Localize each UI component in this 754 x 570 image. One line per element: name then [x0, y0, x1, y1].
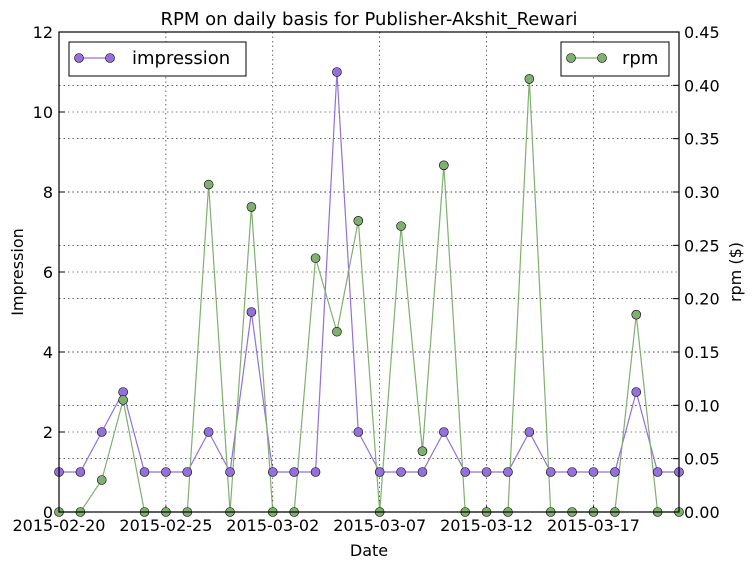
legend-impression-label: impression — [132, 48, 230, 69]
data-point-impression — [652, 467, 663, 477]
y2-tick-label: 0.20 — [684, 290, 720, 309]
legend-rpm-box — [560, 41, 670, 77]
legend-rpm-marker-a — [566, 53, 576, 63]
data-point-rpm — [417, 446, 428, 457]
grid — [59, 32, 679, 512]
data-point-impression — [289, 467, 299, 477]
y2-tick-label: 0.30 — [684, 183, 720, 202]
y2-tick-label: 0.05 — [684, 450, 720, 469]
data-point-impression — [182, 467, 193, 477]
x-axis-ticks: 2015-02-20 2015-02-25 2015-03-02 2015-03-07… — [13, 506, 640, 535]
y-tick-label: 8 — [43, 183, 53, 202]
y2-tick-label: 0.00 — [684, 503, 720, 522]
y-tick-label: 6 — [43, 263, 53, 282]
data-point-impression — [396, 467, 406, 477]
y2-tick-label: 0.15 — [684, 343, 720, 362]
x-tick-label: 2015-03-07 — [333, 516, 426, 535]
data-point-impression — [567, 467, 577, 477]
legend-rpm-marker-b — [597, 53, 607, 63]
data-point-rpm — [332, 326, 342, 337]
series-lines — [59, 71, 679, 513]
y2-tick-label: 0.35 — [684, 130, 720, 149]
legend-impression-marker-a — [74, 53, 84, 63]
y-tick-label: 12 — [33, 23, 53, 42]
data-point-impression — [267, 467, 278, 477]
data-point-impression — [374, 467, 385, 477]
y2-tick-label: 0.45 — [684, 23, 720, 42]
data-point-rpm — [96, 475, 107, 485]
data-point-impression — [353, 427, 364, 437]
plot-frame — [58, 31, 680, 513]
data-point-rpm — [203, 179, 214, 190]
legend-impression-box — [68, 41, 247, 77]
y2-tick-label: 0.40 — [684, 76, 720, 95]
data-point-impression — [417, 467, 428, 477]
x-tick-label: 2015-03-12 — [440, 516, 533, 535]
data-point-impression — [631, 387, 642, 397]
data-point-rpm — [396, 221, 406, 231]
legend-impression-marker-b — [105, 53, 115, 63]
chart-title: RPM on daily basis for Publisher-Akshit_… — [160, 9, 577, 30]
y-tick-label: 0 — [43, 503, 53, 522]
data-point-rpm — [524, 74, 535, 84]
data-point-impression — [332, 67, 342, 77]
y2-tick-label: 0.10 — [684, 396, 720, 415]
data-point-impression — [610, 467, 620, 477]
data-point-impression — [503, 467, 513, 477]
x-tick-label: 2015-03-17 — [547, 516, 640, 535]
y-axis-label: Impression — [8, 228, 27, 316]
data-point-impression — [588, 467, 599, 477]
legend-rpm-label: rpm — [622, 48, 658, 69]
data-point-rpm — [118, 395, 128, 405]
data-point-rpm — [439, 160, 449, 171]
x-tick-label: 2015-02-20 — [13, 516, 106, 535]
data-point-impression — [139, 467, 150, 477]
data-point-impression — [161, 467, 171, 477]
y-axis-ticks: 0 2 4 6 8 10 12 — [33, 23, 65, 522]
x-tick-label: 2015-03-02 — [226, 516, 319, 535]
x-tick-label: 2015-02-25 — [119, 516, 212, 535]
series-line-rpm — [59, 78, 679, 513]
data-point-rpm — [631, 309, 642, 320]
data-point-rpm — [246, 202, 257, 212]
data-point-rpm — [353, 216, 364, 226]
data-point-impression — [481, 467, 492, 477]
legend-rpm: rpm — [560, 41, 670, 77]
y-tick-label: 2 — [43, 423, 53, 442]
y2-axis-label: rpm ($) — [726, 242, 745, 302]
data-point-impression — [439, 427, 449, 437]
data-point-impression — [203, 427, 214, 437]
y2-tick-label: 0.25 — [684, 236, 720, 255]
data-point-rpm — [310, 253, 321, 263]
data-point-impression — [225, 467, 235, 477]
x-axis-label: Date — [350, 541, 388, 560]
data-point-impression — [460, 467, 471, 477]
data-point-impression — [96, 427, 107, 437]
data-point-impression — [118, 387, 128, 397]
y-tick-label: 10 — [33, 103, 53, 122]
legend-impression: impression — [68, 41, 247, 77]
y-tick-label: 4 — [43, 343, 53, 362]
data-point-impression — [545, 467, 556, 477]
data-point-impression — [310, 467, 321, 477]
series-markers — [54, 67, 684, 517]
y2-axis-ticks: 0.00 0.05 0.10 0.15 0.20 0.25 0.30 0.35 0.40 0.45 — [673, 23, 720, 522]
data-point-impression — [246, 307, 257, 317]
data-point-impression — [524, 427, 535, 437]
data-point-impression — [75, 467, 86, 477]
